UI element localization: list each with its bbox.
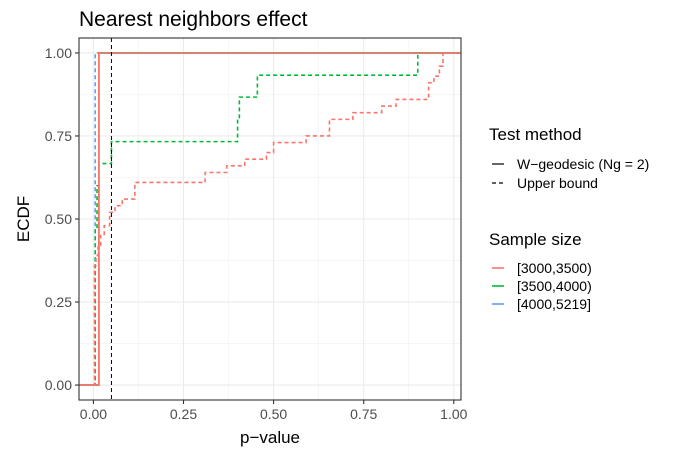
legend-test-method-title: Test method [489,125,582,144]
y-tick-label: 0.50 [45,211,72,227]
legend-label-4000-5219: [4000,5219] [517,296,591,312]
legend-sample-size-title: Sample size [489,230,582,249]
ecdf-series-3 [79,52,461,386]
legend-label-3000-3500: [3000,3500) [517,260,592,276]
legend-label-3500-4000: [3500,4000) [517,278,592,294]
y-tick-label: 0.00 [45,377,72,393]
series-layer [79,52,461,386]
x-tick-label: 0.25 [170,406,197,422]
y-tick-label: 0.75 [45,128,72,144]
y-axis: 0.00 0.25 0.50 0.75 1.00 [45,45,79,393]
legend-sample-size: Sample size [3000,3500) [3500,4000) [400… [489,230,592,312]
legend-label-upper-bound: Upper bound [517,175,598,191]
y-tick-label: 0.25 [45,294,72,310]
legend-label-w-geodesic: W−geodesic (Ng = 2) [517,156,649,172]
chart-title: Nearest neighbors effect [79,8,308,31]
x-axis-title: p−value [240,428,300,447]
x-tick-label: 0.00 [80,406,107,422]
x-axis: 0.00 0.25 0.50 0.75 1.00 [80,400,468,422]
x-tick-label: 0.75 [350,406,377,422]
y-tick-label: 1.00 [45,45,72,61]
ecdf-series-5 [79,52,461,386]
x-tick-label: 0.50 [260,406,287,422]
legend-test-method: Test method W−geodesic (Ng = 2) Upper bo… [489,125,649,191]
y-axis-title: ECDF [14,196,33,242]
x-tick-label: 1.00 [440,406,467,422]
